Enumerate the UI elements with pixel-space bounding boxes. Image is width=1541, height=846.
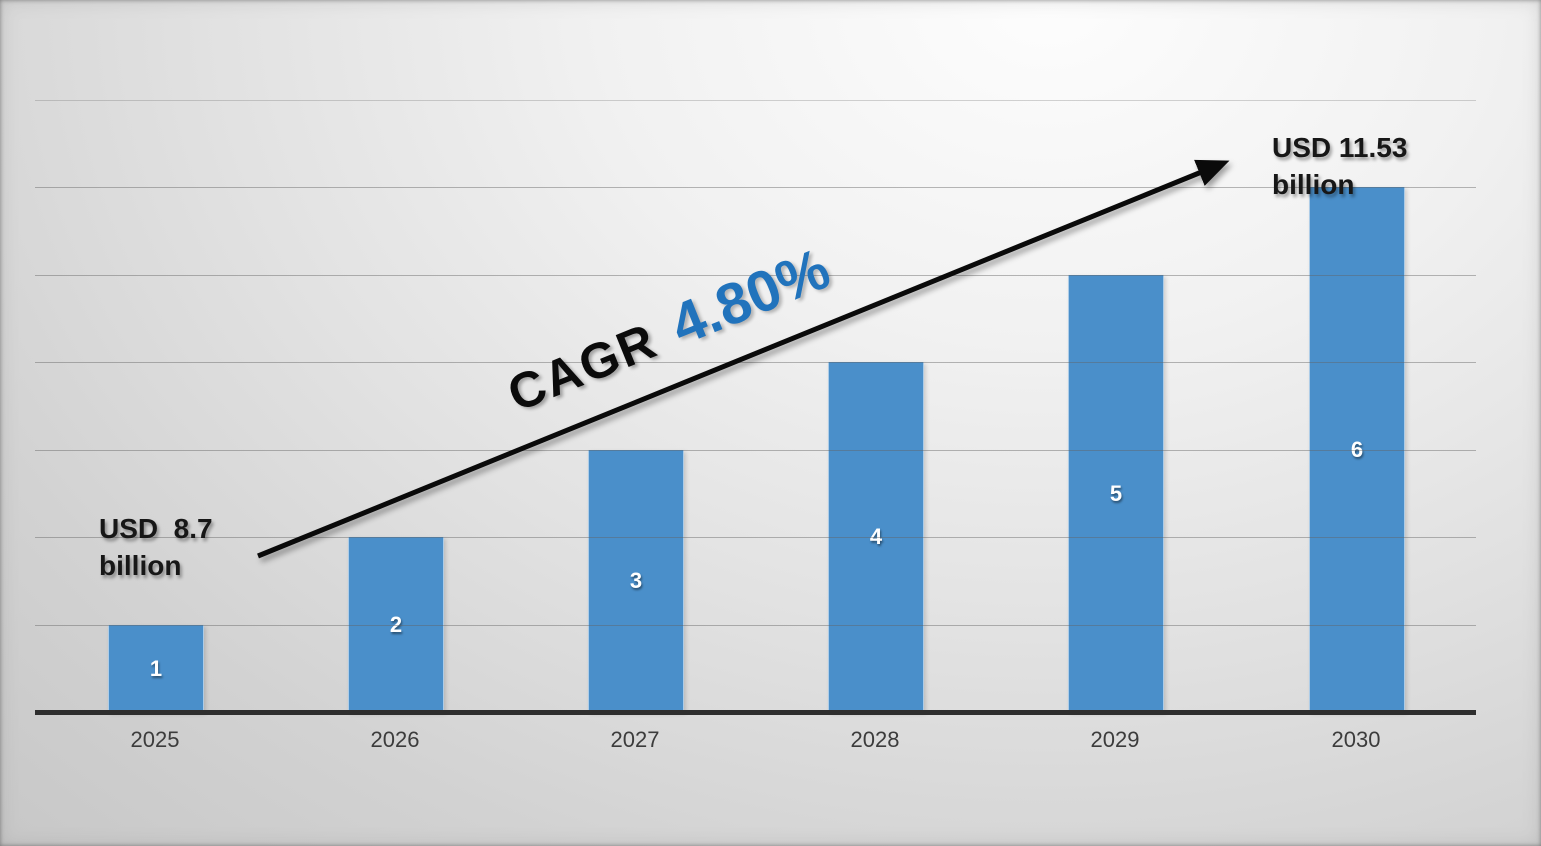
end-value-line2: billion xyxy=(1272,169,1355,200)
growth-arrow-line xyxy=(257,159,1230,559)
start-value-line2: billion xyxy=(99,550,182,581)
cagr-annotation: CAGR4.80% xyxy=(497,235,839,425)
gridline xyxy=(35,625,1476,626)
x-axis-label: 2027 xyxy=(610,727,660,752)
bar-2026: 2 xyxy=(348,537,444,712)
x-axis-label: 2025 xyxy=(130,727,180,752)
bar-value-label: 3 xyxy=(629,568,643,593)
cagr-prefix-label: CAGR xyxy=(500,312,665,423)
x-axis-line xyxy=(35,710,1476,715)
start-value-annotation: USD 8.7 billion xyxy=(99,510,213,584)
bar-value-label: 1 xyxy=(149,655,163,681)
gridline xyxy=(35,187,1476,188)
end-value-line1: USD 11.53 xyxy=(1272,132,1408,163)
bar-value-label: 5 xyxy=(1109,480,1123,506)
x-axis-label: 2029 xyxy=(1090,727,1140,752)
gridline xyxy=(35,450,1476,451)
gridline xyxy=(35,100,1476,101)
end-value-annotation: USD 11.53 billion xyxy=(1272,129,1407,203)
gridline xyxy=(35,362,1476,363)
bar-2030: 6 xyxy=(1309,187,1405,712)
x-axis-label: 2028 xyxy=(850,727,900,752)
bar-2025: 1 xyxy=(108,625,204,712)
x-axis-label: 2030 xyxy=(1331,727,1381,752)
x-axis-label: 2026 xyxy=(370,727,420,752)
bar-value-label: 6 xyxy=(1350,436,1364,462)
gridline xyxy=(35,537,1476,538)
bar-2029: 5 xyxy=(1068,275,1164,712)
bar-value-label: 2 xyxy=(389,611,403,637)
bar-2027: 3 xyxy=(588,450,684,712)
cagr-value-label: 4.80% xyxy=(661,235,839,358)
start-value-line1: USD 8.7 xyxy=(99,513,213,544)
